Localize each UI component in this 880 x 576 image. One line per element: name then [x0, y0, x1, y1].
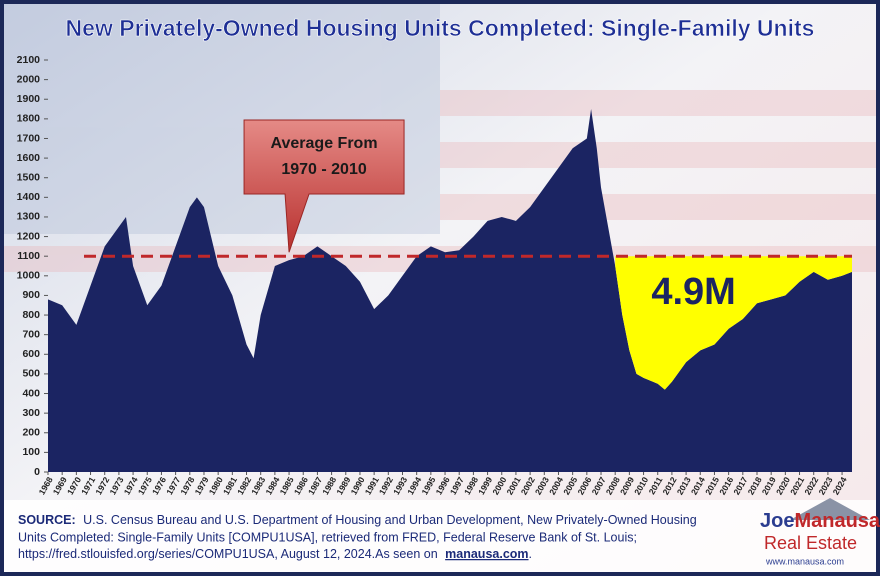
- source-line: U.S. Census Bureau and U.S. Department o…: [83, 513, 697, 527]
- callout: [243, 119, 405, 253]
- source-end: .: [529, 547, 532, 561]
- logo-sub: Real Estate: [764, 533, 857, 553]
- y-tick-label: 900: [22, 289, 40, 301]
- y-tick-label: 1800: [17, 113, 41, 125]
- y-tick-label: 2100: [17, 54, 41, 66]
- source-link: manausa.com: [445, 547, 528, 561]
- chart-title: New Privately-Owned Housing Units Comple…: [66, 15, 815, 41]
- source: SOURCE: U.S. Census Bureau and U.S. Depa…: [18, 513, 697, 527]
- y-tick-label: 100: [22, 446, 40, 458]
- y-tick-label: 1100: [17, 250, 40, 262]
- source-label: SOURCE:: [18, 513, 76, 527]
- source-line: https://fred.stlouisfed.org/series/COMPU…: [18, 547, 438, 561]
- y-tick-label: 1500: [17, 171, 41, 183]
- y-tick-label: 500: [22, 368, 40, 380]
- area: [48, 109, 852, 473]
- y-tick-label: 1600: [17, 152, 41, 164]
- logo-last: Manausa: [794, 510, 880, 532]
- y-tick-label: 200: [22, 427, 40, 439]
- shortfall-label: 4.9M: [651, 271, 735, 313]
- callout-text: Average From: [271, 135, 378, 152]
- logo: JoeManausa Real Estate www.manausa.com: [760, 498, 880, 566]
- footer-band: [4, 500, 876, 572]
- logo-roof: [790, 498, 870, 520]
- logo-first: Joe: [760, 510, 794, 532]
- y-tick-label: 1000: [17, 270, 41, 282]
- y-tick-label: 2000: [17, 73, 41, 85]
- callout-text: 1970 - 2010: [281, 161, 367, 178]
- y-tick-label: 1300: [17, 211, 41, 223]
- source: https://fred.stlouisfed.org/series/COMPU…: [18, 547, 532, 561]
- y-tick-label: 600: [22, 348, 40, 360]
- logo-name: JoeManausa: [760, 510, 880, 532]
- y-tick-label: 300: [22, 407, 40, 419]
- logo-url: www.manausa.com: [765, 556, 844, 566]
- shortfall-area: [615, 256, 852, 390]
- y-tick-label: 1900: [17, 93, 41, 105]
- y-tick-label: 400: [22, 387, 40, 399]
- y-tick-label: 1400: [17, 191, 41, 203]
- y-tick-label: 0: [34, 466, 40, 478]
- y-tick-label: 700: [22, 328, 40, 340]
- y-tick-label: 1200: [17, 230, 41, 242]
- y-tick-label: 800: [22, 309, 40, 321]
- y-tick-label: 1700: [17, 132, 41, 144]
- source-line: Units Completed: Single-Family Units [CO…: [18, 530, 637, 544]
